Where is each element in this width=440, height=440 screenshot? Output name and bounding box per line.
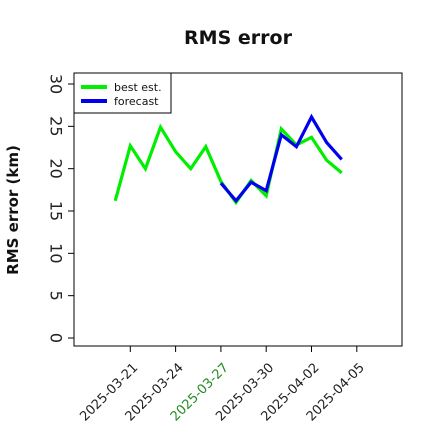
series-line-forecast <box>219 113 343 204</box>
y-tick-label: 0 <box>47 333 66 343</box>
y-tick-label: 25 <box>46 116 65 136</box>
y-axis: 0 5 10 15 20 25 30 <box>46 74 74 343</box>
y-tick-label: 5 <box>47 291 66 301</box>
chart-title: RMS error <box>184 27 293 49</box>
x-axis: 2025-03-212025-03-242025-03-272025-03-30… <box>77 346 368 424</box>
y-tick-label: 20 <box>47 158 66 178</box>
series-layer <box>113 113 343 206</box>
y-tick-label: 30 <box>47 74 66 94</box>
y-tick-label: 15 <box>47 201 66 221</box>
legend-label: forecast <box>114 95 159 108</box>
y-tick-label: 10 <box>47 243 66 263</box>
legend: best est.forecast <box>73 72 172 114</box>
legend-label: best est. <box>114 81 162 94</box>
plot-frame <box>73 72 403 347</box>
y-axis-label: RMS error (km) <box>4 145 22 275</box>
legend-box <box>73 72 172 114</box>
